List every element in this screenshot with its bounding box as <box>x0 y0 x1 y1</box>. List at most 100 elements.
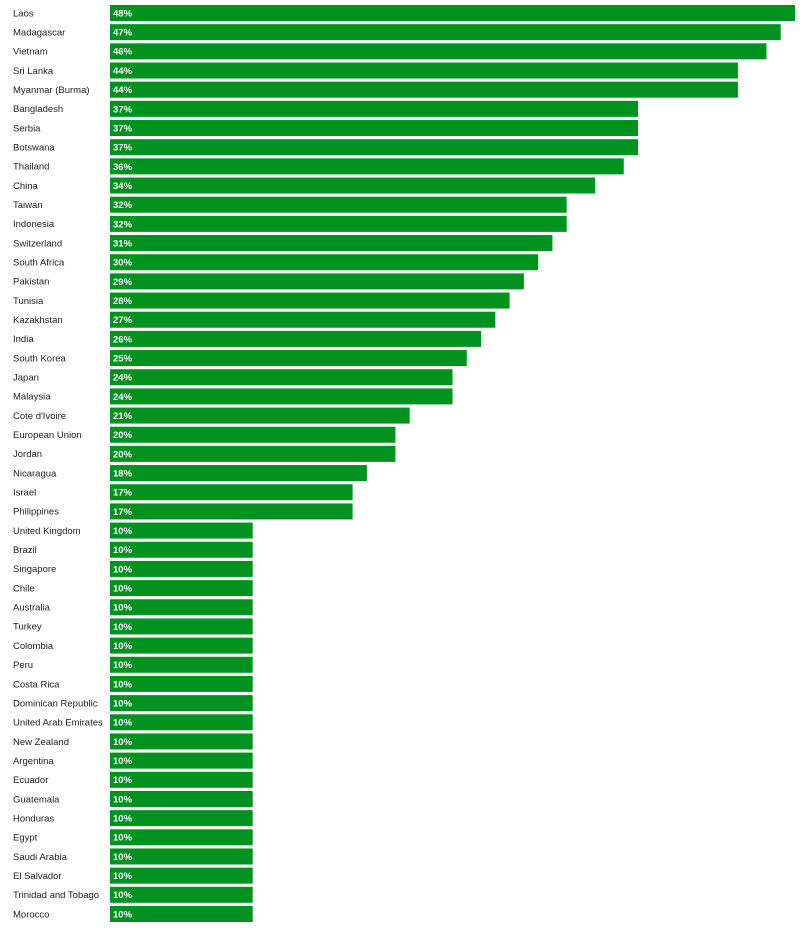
bar <box>110 599 253 616</box>
value-label: 44% <box>113 85 133 96</box>
bar <box>110 771 253 788</box>
category-label: Australia <box>13 603 51 614</box>
bar <box>110 580 253 597</box>
bar <box>110 867 253 884</box>
value-label: 24% <box>113 373 133 384</box>
bar <box>110 235 553 252</box>
category-label: Colombia <box>13 641 54 652</box>
value-label: 10% <box>113 679 133 690</box>
value-label: 25% <box>113 353 133 364</box>
bar <box>110 905 253 922</box>
bar <box>110 5 795 21</box>
category-label: Bangladesh <box>13 104 63 115</box>
bar <box>110 733 253 750</box>
category-label: Indonesia <box>13 219 55 230</box>
category-label: Dominican Republic <box>13 698 98 709</box>
category-label: India <box>13 334 34 345</box>
bar <box>110 541 253 558</box>
value-label: 26% <box>113 334 133 345</box>
value-label: 24% <box>113 392 133 403</box>
bar <box>110 790 253 807</box>
category-label: European Union <box>13 430 82 441</box>
category-label: Brazil <box>13 545 37 556</box>
bar <box>110 62 738 79</box>
value-label: 36% <box>113 162 133 173</box>
bar <box>110 215 567 232</box>
value-label: 20% <box>113 430 133 441</box>
category-label: New Zealand <box>13 737 69 748</box>
value-label: 10% <box>113 584 133 595</box>
value-label: 20% <box>113 449 133 460</box>
value-label: 17% <box>113 488 133 499</box>
value-label: 10% <box>113 794 133 805</box>
value-label: 28% <box>113 296 133 307</box>
bar <box>110 886 253 903</box>
bar <box>110 196 567 213</box>
bar <box>110 158 624 175</box>
category-label: Serbia <box>13 123 41 134</box>
category-label: Singapore <box>13 564 56 575</box>
bar <box>110 350 467 367</box>
value-label: 10% <box>113 526 133 537</box>
category-label: Egypt <box>13 833 38 844</box>
value-label: 32% <box>113 219 133 230</box>
value-label: 27% <box>113 315 133 326</box>
bar <box>110 848 253 865</box>
bar <box>110 311 496 328</box>
category-label: Pakistan <box>13 277 49 288</box>
value-label: 10% <box>113 545 133 556</box>
category-label: Sri Lanka <box>13 66 54 77</box>
category-label: Madagascar <box>13 27 65 38</box>
category-label: Botswana <box>13 142 55 153</box>
category-label: United Arab Emirates <box>13 718 103 729</box>
category-label: Tunisia <box>13 296 44 307</box>
value-label: 31% <box>113 238 133 249</box>
value-label: 37% <box>113 123 133 134</box>
value-label: 32% <box>113 200 133 211</box>
bar <box>110 714 253 731</box>
bar <box>110 426 396 443</box>
bar <box>110 292 510 309</box>
category-label: Laos <box>13 8 34 19</box>
value-label: 29% <box>113 277 133 288</box>
bar <box>110 637 253 654</box>
category-label: Philippines <box>13 507 59 518</box>
value-label: 10% <box>113 641 133 652</box>
category-label: United Kingdom <box>13 526 81 537</box>
bar <box>110 330 482 347</box>
category-label: China <box>13 181 39 192</box>
value-label: 10% <box>113 833 133 844</box>
category-label: Saudi Arabia <box>13 852 68 863</box>
value-label: 10% <box>113 564 133 575</box>
bar <box>110 100 639 117</box>
category-label: South Korea <box>13 353 67 364</box>
value-label: 10% <box>113 699 133 710</box>
bar <box>110 120 639 137</box>
bar <box>110 407 410 424</box>
value-label: 30% <box>113 258 133 269</box>
value-label: 10% <box>113 852 133 863</box>
category-label: Myanmar (Burma) <box>13 85 90 96</box>
category-label: Trinidad and Tobago <box>13 890 99 901</box>
bar <box>110 675 253 692</box>
bar <box>110 695 253 712</box>
bar <box>110 177 596 194</box>
category-label: Honduras <box>13 813 54 824</box>
category-label: South Africa <box>13 258 65 269</box>
bar <box>110 484 353 501</box>
value-label: 10% <box>113 718 133 729</box>
bar <box>110 829 253 846</box>
value-label: 10% <box>113 660 133 671</box>
bar <box>110 618 253 635</box>
category-label: Argentina <box>13 756 54 767</box>
category-label: Morocco <box>13 909 49 920</box>
value-label: 48% <box>113 8 133 19</box>
category-label: Nicaragua <box>13 468 57 479</box>
category-label: Costa Rica <box>13 679 60 690</box>
value-label: 47% <box>113 28 133 39</box>
bar <box>110 43 767 60</box>
value-label: 44% <box>113 66 133 77</box>
bar <box>110 273 524 290</box>
